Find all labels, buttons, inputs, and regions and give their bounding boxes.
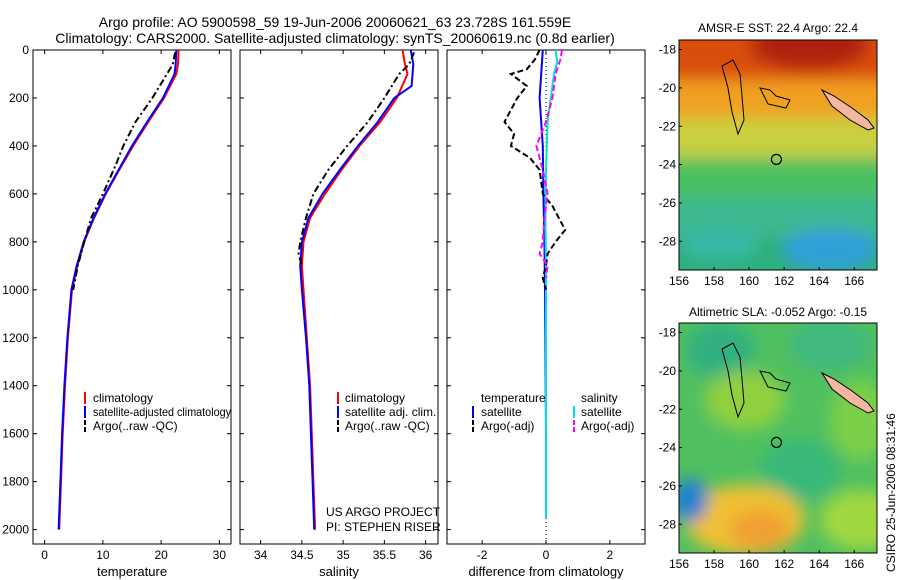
difference-series-1: [544, 49, 559, 518]
map-x-tick-label: 156: [669, 557, 689, 571]
y-tick-label: 200: [9, 91, 29, 105]
map-x-tick-label: 164: [809, 274, 829, 288]
temperature-panel: 0 10 20 30 0 200 400 600 800 1000 1200 1400 1600 1800…: [2, 43, 232, 579]
difference-series-2: [503, 49, 567, 291]
pi-label: PI: STEPHEN RISER: [326, 520, 441, 534]
x-tick-label: 2: [607, 548, 614, 562]
sla-reef-outline-2: [759, 370, 791, 392]
legend-label-argo: Argo(..raw -QC): [345, 419, 430, 433]
x-tick-label: 30: [213, 548, 227, 562]
map-x-tick-label: 162: [774, 557, 794, 571]
y-tick-label: 1200: [2, 331, 29, 345]
map-y-tick-label: -28: [659, 234, 677, 248]
legend-label-argo: Argo(..raw -QC): [93, 419, 178, 433]
map-y-tick-label: -22: [659, 402, 677, 416]
map-y-tick-label: -24: [659, 441, 677, 455]
legend-label-sal-satellite: satellite: [581, 405, 622, 419]
figure-title-line1: Argo profile: AO 5900598_59 19-Jun-2006 …: [99, 14, 572, 30]
sst-landmass-new-caledonia: [820, 88, 875, 131]
temperature-axes-box: [32, 49, 232, 545]
salinity-series-2: [297, 52, 416, 267]
temperature-xlabel: temperature: [97, 564, 167, 579]
sla-argo-marker: [770, 436, 783, 449]
map-x-tick-label: 166: [844, 274, 864, 288]
map-y-tick-label: -26: [659, 196, 677, 210]
difference-series-3: [535, 49, 563, 278]
map-x-tick-label: 166: [844, 557, 864, 571]
y-tick-label: 400: [9, 139, 29, 153]
salinity-xlabel: salinity: [319, 564, 359, 579]
y-tick-label: 2000: [2, 523, 29, 537]
x-tick-label: -2: [477, 548, 488, 562]
legend-label-temp-satellite: satellite: [481, 405, 522, 419]
difference-panel: -2 0 2 difference from climatology tempera…: [446, 49, 646, 579]
map-x-tick-label: 164: [809, 557, 829, 571]
sst-argo-marker: [770, 153, 783, 166]
salinity-legend: climatology satellite adj. clim. Argo(..…: [337, 391, 436, 433]
y-tick-label: 1000: [2, 283, 29, 297]
x-tick-label: 10: [96, 548, 110, 562]
legend-label-temp-argo: Argo(-adj): [481, 419, 534, 433]
salinity-series-1: [299, 49, 415, 530]
x-tick-label: 35: [336, 548, 350, 562]
sst-reef-outline-2: [759, 87, 791, 109]
sla-field: [679, 323, 877, 553]
sst-field: [679, 40, 877, 270]
sst-map-panel: AMSR-E SST: 22.4 Argo: 22.4 156 158 160 162…: [659, 21, 878, 288]
difference-legend: temperature salinity satellite Argo(-adj…: [472, 391, 634, 433]
legend-heading-temperature: temperature: [481, 391, 546, 405]
map-y-tick-label: -18: [659, 43, 677, 57]
salinity-panel: 34 34.5 35 35.5 36 salinity climatology sate…: [239, 49, 441, 579]
temperature-legend: climatology satellite-adjusted climatolo…: [84, 391, 231, 433]
sla-map-frame: [678, 322, 878, 554]
legend-label-climatology: climatology: [345, 391, 405, 405]
map-x-tick-label: 162: [774, 274, 794, 288]
x-tick-label: 35.5: [373, 548, 397, 562]
project-label: US ARGO PROJECT: [326, 505, 441, 519]
legend-label-satellite: satellite-adjusted climatology: [93, 405, 231, 419]
sla-reef-outline: [721, 342, 745, 419]
map-y-tick-label: -20: [659, 81, 677, 95]
sla-map-title: Altimetric SLA: -0.052 Argo: -0.15: [689, 305, 867, 319]
map-x-tick-label: 158: [704, 557, 724, 571]
map-y-tick-label: -24: [659, 158, 677, 172]
sst-reef-outline: [721, 59, 745, 136]
temperature-series-1: [57, 49, 178, 530]
map-x-tick-label: 158: [704, 274, 724, 288]
y-tick-label: 0: [22, 43, 29, 57]
map-y-tick-label: -26: [659, 479, 677, 493]
legend-label-climatology: climatology: [93, 391, 153, 405]
x-tick-label: 36: [419, 548, 433, 562]
sla-map-panel: Altimetric SLA: -0.052 Argo: -0.15 156 15…: [659, 305, 878, 571]
x-tick-label: 20: [154, 548, 168, 562]
sst-map-title: AMSR-E SST: 22.4 Argo: 22.4: [698, 21, 858, 35]
x-tick-label: 34.5: [290, 548, 314, 562]
y-tick-label: 1400: [2, 379, 29, 393]
figure-title-line2: Climatology: CARS2000. Satellite-adjuste…: [55, 30, 615, 46]
x-tick-label: 0: [543, 548, 550, 562]
salinity-axes-box: [239, 49, 439, 545]
y-tick-label: 1600: [2, 427, 29, 441]
legend-label-sal-argo: Argo(-adj): [581, 419, 634, 433]
legend-heading-salinity: salinity: [581, 391, 618, 405]
y-tick-label: 800: [9, 235, 29, 249]
x-tick-label: 0: [41, 548, 48, 562]
map-y-tick-label: -28: [659, 517, 677, 531]
timestamp-label: CSIRO 25-Jun-2006 08:31:46: [884, 413, 898, 572]
map-y-tick-label: -20: [659, 364, 677, 378]
map-y-tick-label: -18: [659, 326, 677, 340]
difference-xlabel: difference from climatology: [468, 564, 624, 579]
legend-label-satellite: satellite adj. clim.: [345, 405, 436, 419]
map-x-tick-label: 160: [739, 557, 759, 571]
map-x-tick-label: 160: [739, 274, 759, 288]
x-tick-label: 34: [254, 548, 268, 562]
map-x-tick-label: 156: [669, 274, 689, 288]
sst-map-frame: [678, 39, 878, 271]
sla-landmass-new-caledonia: [820, 371, 875, 414]
temperature-series-2: [72, 52, 177, 290]
y-tick-label: 1800: [2, 475, 29, 489]
y-tick-label: 600: [9, 187, 29, 201]
map-y-tick-label: -22: [659, 119, 677, 133]
